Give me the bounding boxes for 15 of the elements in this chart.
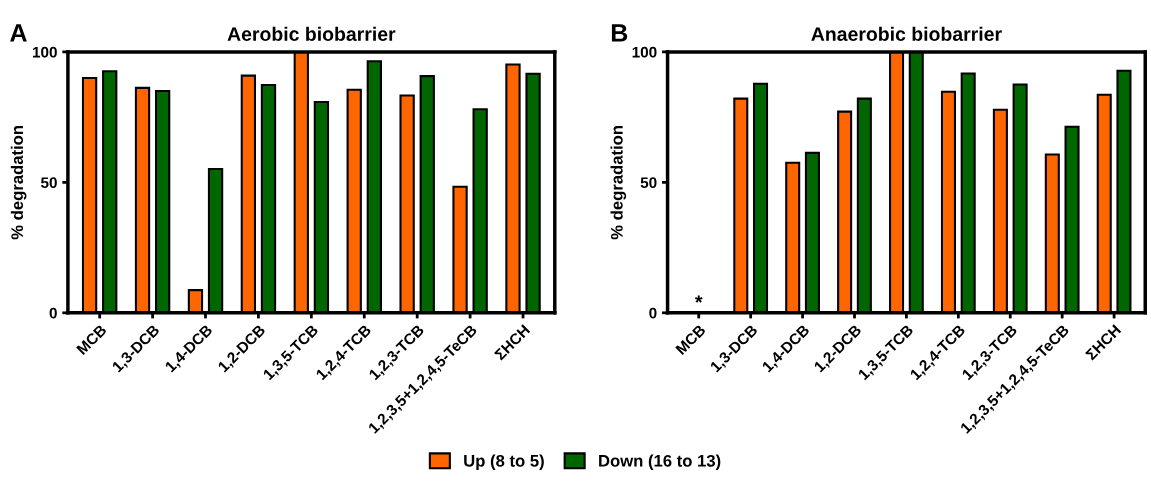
chart-title: Anaerobic biobarrier — [811, 26, 1002, 41]
chart-title: Aerobic biobarrier — [227, 26, 396, 41]
y-tick-label: 50 — [640, 177, 657, 189]
y-tick-label: 100 — [32, 46, 57, 58]
y-axis-title: % degradation — [10, 125, 27, 240]
text: B — [611, 24, 628, 42]
legend-label: Up (8 to 5) — [464, 454, 544, 470]
y-tick-label: 0 — [49, 307, 57, 319]
y-tick-label: 100 — [632, 46, 657, 58]
y-tick-label: 50 — [40, 177, 57, 189]
legend-label: Down (16 to 13) — [599, 454, 721, 470]
y-axis-title: % degradation — [610, 125, 627, 240]
text: A — [10, 24, 27, 42]
annotation: * — [695, 295, 703, 303]
y-tick-label: 0 — [649, 307, 657, 319]
